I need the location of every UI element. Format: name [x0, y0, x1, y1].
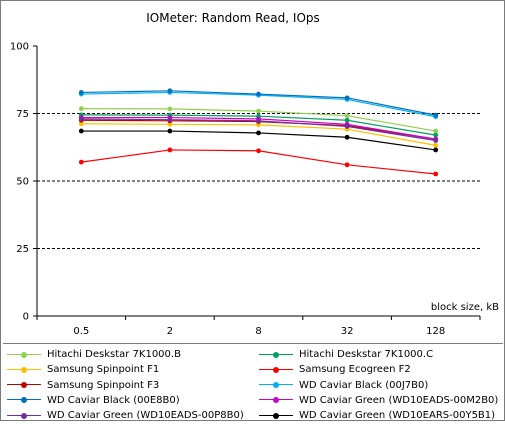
legend: Hitachi Deskstar 7K1000.B Hitachi Desksta… — [3, 343, 503, 422]
data-point — [256, 148, 261, 154]
y-tick-label: 25 — [16, 244, 29, 255]
series — [78, 106, 439, 134]
x-tick-label: 0.5 — [73, 326, 89, 337]
line-chart: IOMeter: Random Read, IOps 0 25 50 75 100 0.… — [10, 11, 499, 337]
legend-swatch — [5, 395, 43, 405]
legend-item: WD Caviar Green (WD10EARS-00Y5B1) — [257, 407, 495, 424]
data-point — [433, 112, 439, 118]
legend-item: WD Caviar Green (WD10EADS-00P8B0) — [5, 407, 244, 424]
legend-swatch — [5, 411, 43, 421]
legend-item: WD Caviar Black (00E8B0) — [5, 392, 180, 409]
series — [78, 88, 439, 118]
data-point — [256, 91, 261, 97]
data-point — [167, 147, 173, 153]
data-point — [78, 106, 84, 112]
legend-item: Hitachi Deskstar 7K1000.C — [257, 346, 433, 363]
legend-label: Samsung Spinpoint F3 — [47, 379, 160, 391]
data-point — [344, 124, 350, 129]
x-axis-ticks: 0.5 2 8 32 128 — [36, 316, 481, 337]
y-tick-label: 100 — [10, 42, 29, 53]
legend-label: WD Caviar Green (WD10EARS-00Y5B1) — [299, 410, 496, 422]
x-tick-label: 2 — [167, 326, 173, 337]
data-point — [167, 128, 173, 134]
series-group — [78, 88, 439, 177]
data-point — [78, 90, 84, 95]
legend-swatch — [257, 380, 295, 390]
legend-item: Samsung Spinpoint F1 — [5, 361, 159, 378]
legend-swatch — [5, 365, 43, 375]
legend-swatch — [5, 380, 43, 390]
data-point — [167, 117, 173, 123]
legend-swatch — [257, 395, 295, 405]
data-point — [344, 134, 350, 140]
legend-label: WD Caviar Black (00J7B0) — [299, 379, 429, 391]
legend-swatch — [257, 411, 295, 421]
chart-title: IOMeter: Random Read, IOps — [146, 11, 320, 25]
x-tick-label: 8 — [255, 326, 261, 337]
y-tick-label: 75 — [16, 109, 29, 120]
data-point — [344, 162, 350, 168]
x-axis-label: block size, kB — [431, 302, 499, 313]
legend-item: Samsung Ecogreen F2 — [257, 361, 411, 378]
legend-label: Hitachi Deskstar 7K1000.B — [47, 349, 181, 360]
data-point — [78, 128, 84, 134]
legend-label: Samsung Ecogreen F2 — [299, 364, 411, 376]
y-axis-ticks: 0 25 50 75 100 — [10, 42, 37, 323]
data-point — [167, 88, 173, 94]
data-point — [344, 113, 350, 119]
data-point — [433, 138, 439, 143]
data-point — [344, 95, 350, 101]
legend-label: WD Caviar Green (WD10EADS-00M2B0) — [299, 394, 499, 406]
data-point — [433, 128, 439, 134]
legend-item: Hitachi Deskstar 7K1000.B — [5, 346, 181, 363]
series — [78, 116, 439, 143]
legend-item: WD Caviar Green (WD10EADS-00M2B0) — [257, 392, 498, 409]
legend-item: Samsung Spinpoint F3 — [5, 377, 159, 394]
data-point — [433, 147, 439, 153]
y-tick-label: 0 — [23, 312, 29, 323]
data-point — [433, 142, 439, 148]
legend-label: WD Caviar Green (WD10EADS-00P8B0) — [47, 410, 244, 422]
legend-label: Samsung Spinpoint F1 — [47, 364, 160, 376]
data-point — [256, 108, 261, 114]
series — [78, 147, 439, 177]
legend-label: Hitachi Deskstar 7K1000.C — [299, 349, 434, 360]
legend-item: WD Caviar Black (00J7B0) — [257, 377, 428, 394]
gridlines — [37, 113, 480, 249]
legend-label: WD Caviar Black (00E8B0) — [47, 394, 180, 406]
y-tick-label: 50 — [16, 177, 29, 188]
data-point — [167, 106, 173, 112]
data-point — [78, 121, 84, 127]
legend-swatch — [257, 365, 295, 375]
data-point — [433, 132, 439, 138]
series — [78, 128, 439, 153]
data-point — [256, 130, 261, 136]
data-point — [344, 117, 350, 123]
data-point — [256, 118, 261, 124]
data-point — [433, 171, 439, 177]
data-point — [167, 121, 173, 127]
data-point — [78, 159, 84, 165]
x-tick-label: 32 — [341, 326, 354, 337]
legend-swatch — [5, 350, 43, 360]
legend-swatch — [257, 350, 295, 360]
data-point — [78, 116, 84, 122]
x-tick-label: 128 — [426, 326, 445, 337]
